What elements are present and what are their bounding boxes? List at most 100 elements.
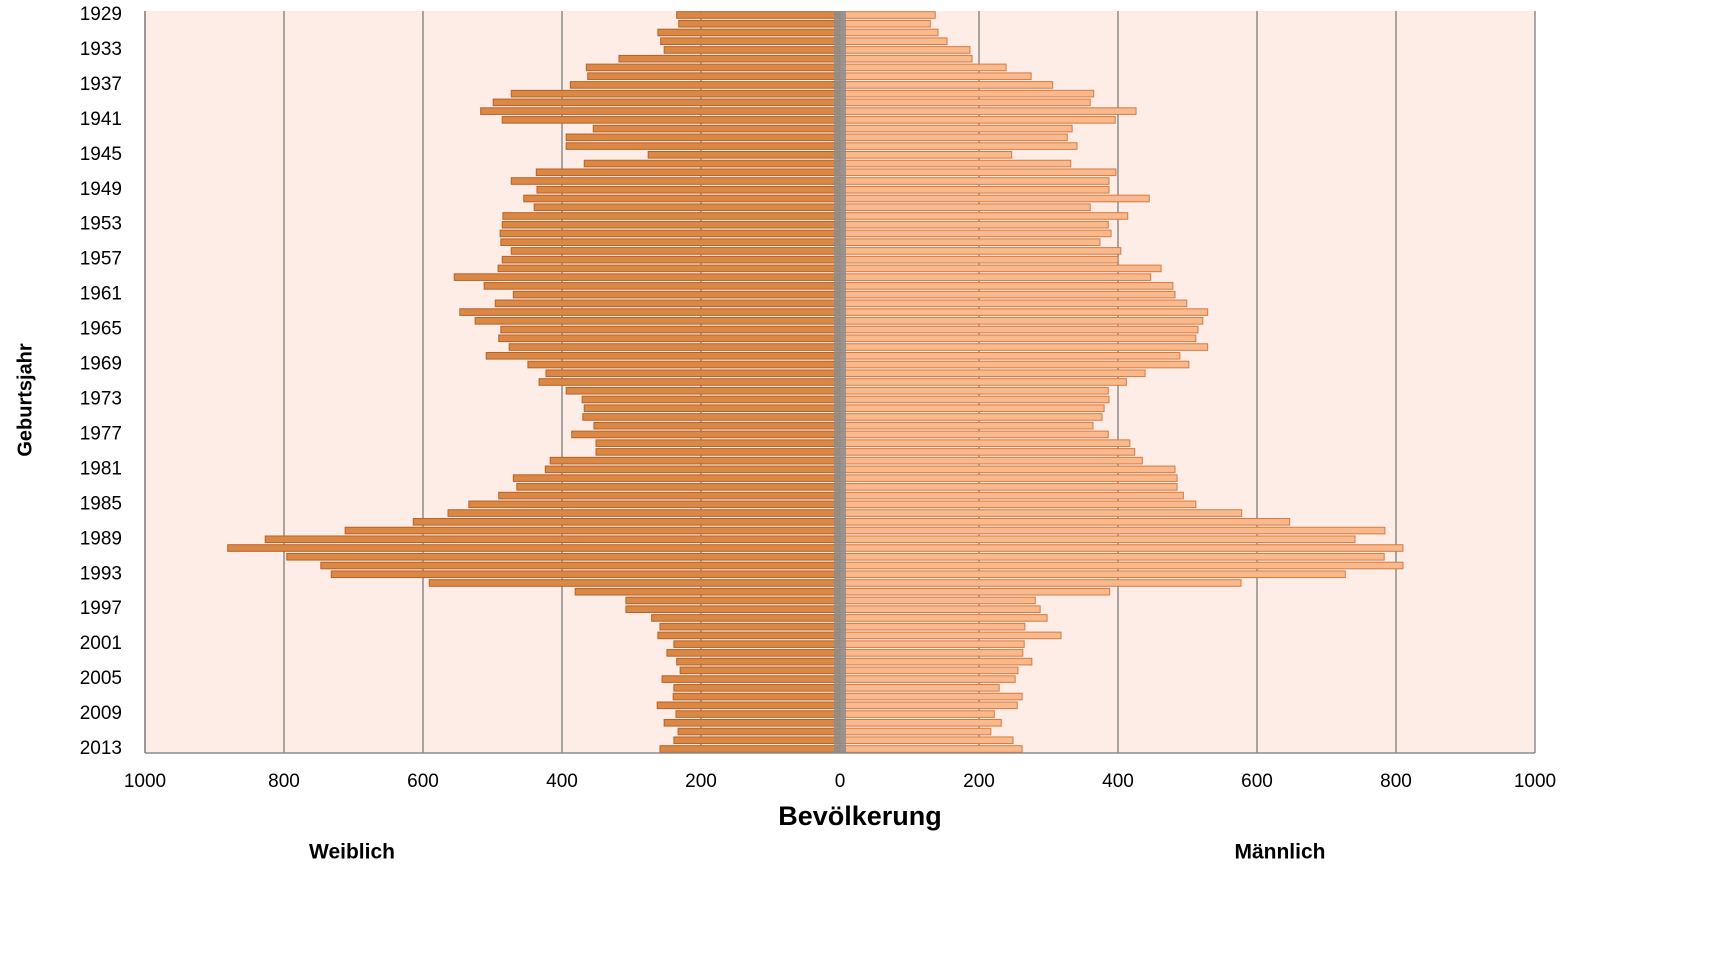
- bar: [839, 159, 1072, 168]
- bar: [839, 185, 1110, 194]
- bar: [839, 579, 1242, 587]
- y-tick-label: 1989: [80, 528, 122, 549]
- x-tick-label: 0: [835, 771, 846, 792]
- bar: [839, 745, 1023, 753]
- y-tick-label: 1941: [80, 109, 122, 130]
- bar: [839, 552, 1385, 561]
- bar: [679, 666, 841, 675]
- bar: [839, 133, 1068, 142]
- bar: [651, 614, 841, 622]
- bar: [673, 684, 841, 692]
- y-tick-label: 1965: [80, 319, 122, 340]
- bar: [839, 395, 1110, 404]
- bar: [839, 596, 1036, 605]
- y-tick-label: 2005: [80, 668, 122, 689]
- bar: [839, 247, 1122, 255]
- bar: [839, 736, 1014, 745]
- bar: [659, 622, 841, 631]
- bar: [839, 72, 1032, 80]
- bar: [510, 177, 841, 185]
- bar: [839, 640, 1025, 648]
- bar: [839, 28, 939, 37]
- bar: [839, 727, 992, 736]
- bar: [330, 570, 841, 579]
- bar: [533, 203, 841, 212]
- bar: [839, 98, 1091, 107]
- bar: [459, 308, 841, 316]
- bar: [500, 325, 841, 334]
- bar: [839, 229, 1112, 238]
- bar: [839, 710, 995, 718]
- bar: [839, 666, 1019, 675]
- y-tick-label: 1985: [80, 493, 122, 514]
- bar: [527, 360, 841, 369]
- y-tick-label: 1977: [80, 423, 122, 444]
- y-tick-label: 1953: [80, 214, 122, 235]
- bar: [545, 369, 841, 378]
- bar: [587, 72, 841, 80]
- bar: [582, 413, 841, 421]
- bar: [512, 474, 841, 482]
- bar: [663, 46, 841, 54]
- bar: [839, 544, 1404, 552]
- bar: [673, 640, 841, 648]
- bar: [512, 290, 841, 299]
- y-tick-label: 1969: [80, 354, 122, 375]
- x-tick-label: 800: [268, 771, 300, 792]
- bar: [485, 351, 841, 360]
- bar: [839, 325, 1199, 334]
- bar: [839, 675, 1016, 683]
- bar: [839, 351, 1181, 360]
- bar: [839, 299, 1188, 308]
- y-tick-label: 1933: [80, 39, 122, 60]
- bar: [839, 37, 948, 46]
- bar: [583, 159, 841, 168]
- bar: [583, 404, 841, 413]
- bar: [625, 596, 841, 605]
- bar: [501, 116, 841, 124]
- bar: [839, 203, 1091, 212]
- bar: [839, 448, 1136, 456]
- bar: [676, 11, 841, 19]
- bar: [839, 11, 936, 19]
- bar: [839, 421, 1094, 430]
- bar: [839, 238, 1101, 246]
- bar: [839, 54, 973, 63]
- x-tick-label: 1000: [1514, 771, 1556, 792]
- bar: [497, 264, 841, 273]
- bar: [839, 561, 1404, 570]
- bar: [839, 483, 1178, 491]
- bar: [483, 282, 841, 290]
- x-tick-label: 400: [546, 771, 578, 792]
- bar: [678, 19, 841, 28]
- bar: [468, 500, 841, 509]
- bar: [286, 552, 841, 561]
- bar: [523, 194, 841, 203]
- bar: [839, 430, 1109, 439]
- bar: [839, 255, 1119, 264]
- bar: [538, 378, 841, 386]
- y-tick-label: 1993: [80, 563, 122, 584]
- y-tick-label: 1945: [80, 144, 122, 165]
- bar: [839, 273, 1152, 281]
- bar: [839, 116, 1116, 124]
- bar: [839, 570, 1346, 579]
- y-axis-label: Geburtsjahr: [14, 343, 36, 457]
- bar: [839, 614, 1048, 622]
- x-tick-label: 600: [1241, 771, 1273, 792]
- x-tick-label: 800: [1380, 771, 1412, 792]
- bar: [839, 220, 1109, 229]
- bar: [574, 587, 841, 596]
- bar: [839, 500, 1197, 509]
- bar: [501, 220, 841, 229]
- bar: [227, 544, 841, 552]
- bar: [494, 299, 841, 308]
- bar: [447, 509, 841, 517]
- bar: [672, 692, 841, 701]
- bar: [839, 465, 1176, 474]
- bar: [595, 439, 841, 447]
- bar: [839, 386, 1109, 395]
- bar: [839, 605, 1041, 613]
- bar: [659, 745, 841, 753]
